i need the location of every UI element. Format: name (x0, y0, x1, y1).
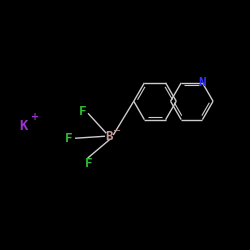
Text: F: F (79, 105, 86, 118)
Text: B: B (105, 130, 112, 143)
Text: F: F (65, 132, 72, 145)
Text: F: F (85, 157, 92, 170)
Text: N: N (199, 76, 206, 89)
Text: −: − (114, 126, 122, 136)
Text: +: + (31, 112, 39, 122)
Text: K: K (20, 119, 28, 133)
